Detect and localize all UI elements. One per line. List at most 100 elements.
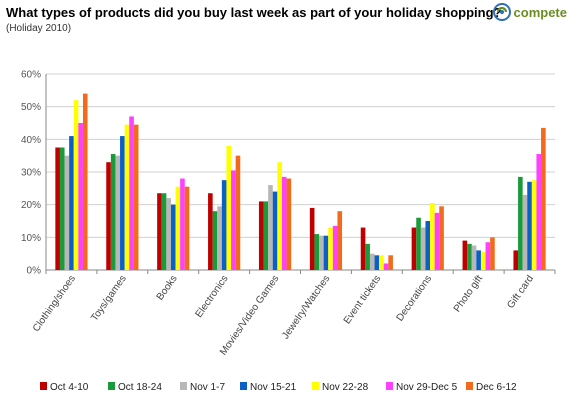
legend-swatch (386, 382, 393, 390)
legend-swatch (312, 382, 319, 390)
legend-label: Oct 18-24 (118, 382, 162, 393)
bar-gift-card-0 (513, 250, 519, 270)
bar-toys-games-2 (115, 155, 121, 270)
bar-decorations-6 (439, 206, 444, 270)
bar-clothing-shoes-2 (64, 155, 70, 270)
bar-photo-gift-6 (490, 237, 495, 270)
logo-text: compete (513, 4, 567, 20)
bar-gift-card-3 (527, 181, 532, 270)
chart-title: What types of products did you buy last … (6, 5, 502, 20)
legend-label: Oct 4-10 (50, 382, 89, 393)
category-labels: Clothing/shoes Toys/games Books Electronics… (31, 273, 536, 357)
chart-subtitle: (Holiday 2010) (6, 23, 72, 34)
bar-decorations-5 (434, 212, 440, 270)
bar-decorations-4 (430, 203, 435, 270)
bar-books-1 (161, 193, 167, 270)
bar-electronics-3 (221, 180, 227, 270)
bar-jewelry-watches-5 (332, 225, 338, 270)
bar-books-6 (184, 186, 190, 270)
bar-toys-games-4 (124, 124, 130, 270)
legend-swatch (180, 382, 187, 390)
bar-clothing-shoes-0 (55, 147, 60, 270)
category-label: Gift card (505, 273, 536, 310)
legend-label: Nov 1-7 (190, 382, 225, 393)
category-label: Clothing/shoes (31, 273, 78, 334)
category-label: Movies/Video Games (218, 273, 281, 357)
legend-swatch (240, 382, 247, 390)
bar-decorations-1 (416, 217, 421, 270)
legend-label: Dec 6-12 (476, 382, 517, 393)
bar-electronics-6 (235, 155, 241, 270)
bar-jewelry-watches-1 (314, 234, 320, 270)
y-tick-label: 60% (21, 70, 41, 81)
legend: Oct 4-10 Oct 18-24 Nov 1-7 Nov 15-21 Nov 22-… (40, 382, 517, 393)
bar-movies-video-games-2 (268, 185, 273, 270)
category-label: Books (155, 273, 180, 302)
bar-jewelry-watches-0 (309, 207, 315, 270)
category-label: Photo gift (452, 273, 485, 314)
bar-photo-gift-0 (462, 240, 468, 270)
bar-photo-gift-5 (485, 242, 491, 270)
bar-gift-card-5 (536, 154, 542, 270)
bar-photo-gift-3 (476, 250, 481, 270)
bar-gift-card-4 (531, 180, 537, 270)
bar-clothing-shoes-4 (73, 100, 79, 270)
legend-swatch (108, 382, 115, 390)
bar-event-tickets-6 (388, 255, 393, 270)
bar-toys-games-6 (133, 124, 139, 270)
bar-gift-card-1 (518, 176, 523, 270)
legend-label: Nov 29-Dec 5 (396, 382, 458, 393)
category-label: Toys/games (89, 273, 129, 323)
bar-movies-video-games-6 (286, 178, 292, 270)
bar-decorations-0 (411, 227, 417, 270)
category-label: Jewelry/Watches (280, 273, 332, 341)
bar-books-5 (180, 178, 185, 270)
bar-photo-gift-2 (471, 245, 477, 270)
bar-clothing-shoes-6 (82, 93, 88, 270)
bar-movies-video-games-0 (258, 201, 264, 270)
bar-books-4 (175, 186, 181, 270)
bar-movies-video-games-4 (277, 162, 282, 270)
legend-swatch (40, 382, 47, 390)
bar-decorations-3 (425, 221, 431, 270)
bar-electronics-0 (208, 193, 213, 270)
bar-jewelry-watches-3 (323, 235, 329, 270)
bar-event-tickets-2 (369, 253, 375, 270)
bar-books-0 (157, 193, 162, 270)
bar-movies-video-games-5 (281, 176, 287, 270)
bar-clothing-shoes-5 (78, 123, 83, 270)
bar-toys-games-1 (110, 154, 116, 270)
bar-books-3 (170, 204, 176, 270)
bar-clothing-shoes-3 (69, 136, 74, 270)
compete-swirl-icon (492, 3, 511, 21)
bar-event-tickets-1 (365, 243, 370, 270)
y-tick-label: 0% (27, 266, 42, 277)
bar-photo-gift-4 (480, 252, 486, 270)
legend-label: Nov 15-21 (250, 382, 297, 393)
compete-logo: compete (492, 2, 567, 22)
y-tick-label: 10% (21, 233, 41, 244)
bars (55, 93, 546, 271)
bar-toys-games-5 (129, 116, 134, 270)
legend-label: Nov 22-28 (322, 382, 369, 393)
bar-toys-games-3 (120, 136, 125, 270)
category-label: Event tickets (342, 273, 384, 326)
y-tick-label: 40% (21, 135, 41, 146)
bar-books-2 (166, 198, 171, 270)
y-tick-label: 30% (21, 168, 41, 179)
legend-swatch (466, 382, 473, 390)
bar-jewelry-watches-6 (337, 211, 343, 270)
bar-decorations-2 (420, 227, 426, 270)
bar-gift-card-2 (522, 194, 528, 270)
category-label: Decorations (395, 273, 435, 323)
bar-event-tickets-3 (374, 255, 380, 270)
bar-photo-gift-1 (467, 243, 472, 270)
bar-clothing-shoes-1 (59, 147, 65, 270)
bar-gift-card-6 (541, 127, 546, 271)
bar-electronics-1 (212, 211, 218, 270)
y-tick-label: 50% (21, 102, 41, 113)
bar-movies-video-games-1 (263, 201, 269, 270)
bar-electronics-5 (231, 170, 236, 270)
category-label: Electronics (194, 273, 231, 319)
